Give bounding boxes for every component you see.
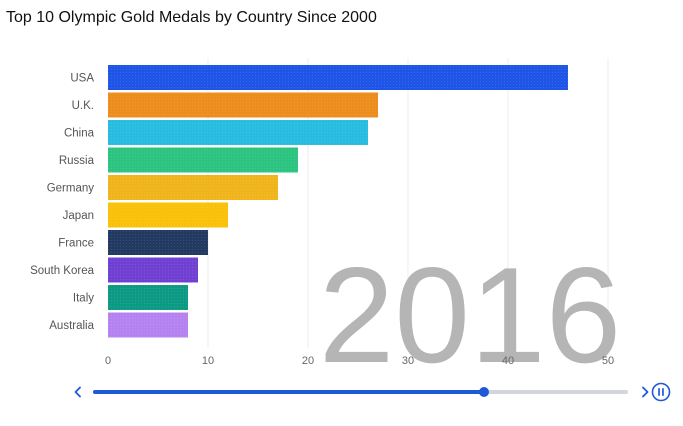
- bar-texture: [108, 257, 198, 283]
- x-tick-label: 30: [402, 355, 414, 367]
- bar-texture: [108, 202, 228, 228]
- category-label: China: [64, 128, 95, 140]
- chevron-right-icon[interactable]: [634, 381, 656, 403]
- bar-texture: [108, 312, 188, 338]
- x-tick-label: 0: [105, 355, 111, 367]
- x-tick-label: 10: [202, 355, 214, 367]
- bar-texture: [108, 147, 298, 173]
- bar-texture: [108, 175, 278, 200]
- category-label: Russia: [59, 155, 95, 167]
- category-label: Italy: [73, 293, 94, 305]
- timeline-progress: [93, 390, 484, 394]
- timeline-handle[interactable]: [478, 387, 489, 397]
- bar-texture: [108, 120, 368, 145]
- year-label: 2016: [319, 239, 622, 376]
- x-tick-label: 50: [602, 355, 614, 367]
- x-tick-label: 20: [302, 355, 314, 367]
- category-label: Germany: [47, 183, 95, 195]
- timeline-control: [0, 376, 683, 410]
- bar-texture: [108, 92, 378, 118]
- category-label: Australia: [49, 320, 94, 332]
- chevron-left-icon[interactable]: [67, 381, 89, 403]
- bar-texture: [108, 230, 208, 255]
- pause-icon[interactable]: [651, 382, 671, 402]
- timeline-slider[interactable]: [93, 387, 628, 397]
- bar-texture: [108, 65, 568, 90]
- chart-title: Top 10 Olympic Gold Medals by Country Si…: [6, 9, 377, 26]
- category-label: France: [58, 238, 94, 250]
- category-label: Japan: [63, 210, 94, 222]
- bar-texture: [108, 285, 188, 310]
- category-label: South Korea: [30, 265, 95, 277]
- bar-chart: 2016 USA U.K. China Russia Germany Japan Franc…: [30, 58, 622, 376]
- category-label: USA: [70, 73, 94, 85]
- x-tick-label: 40: [502, 355, 514, 367]
- category-label: U.K.: [72, 100, 94, 112]
